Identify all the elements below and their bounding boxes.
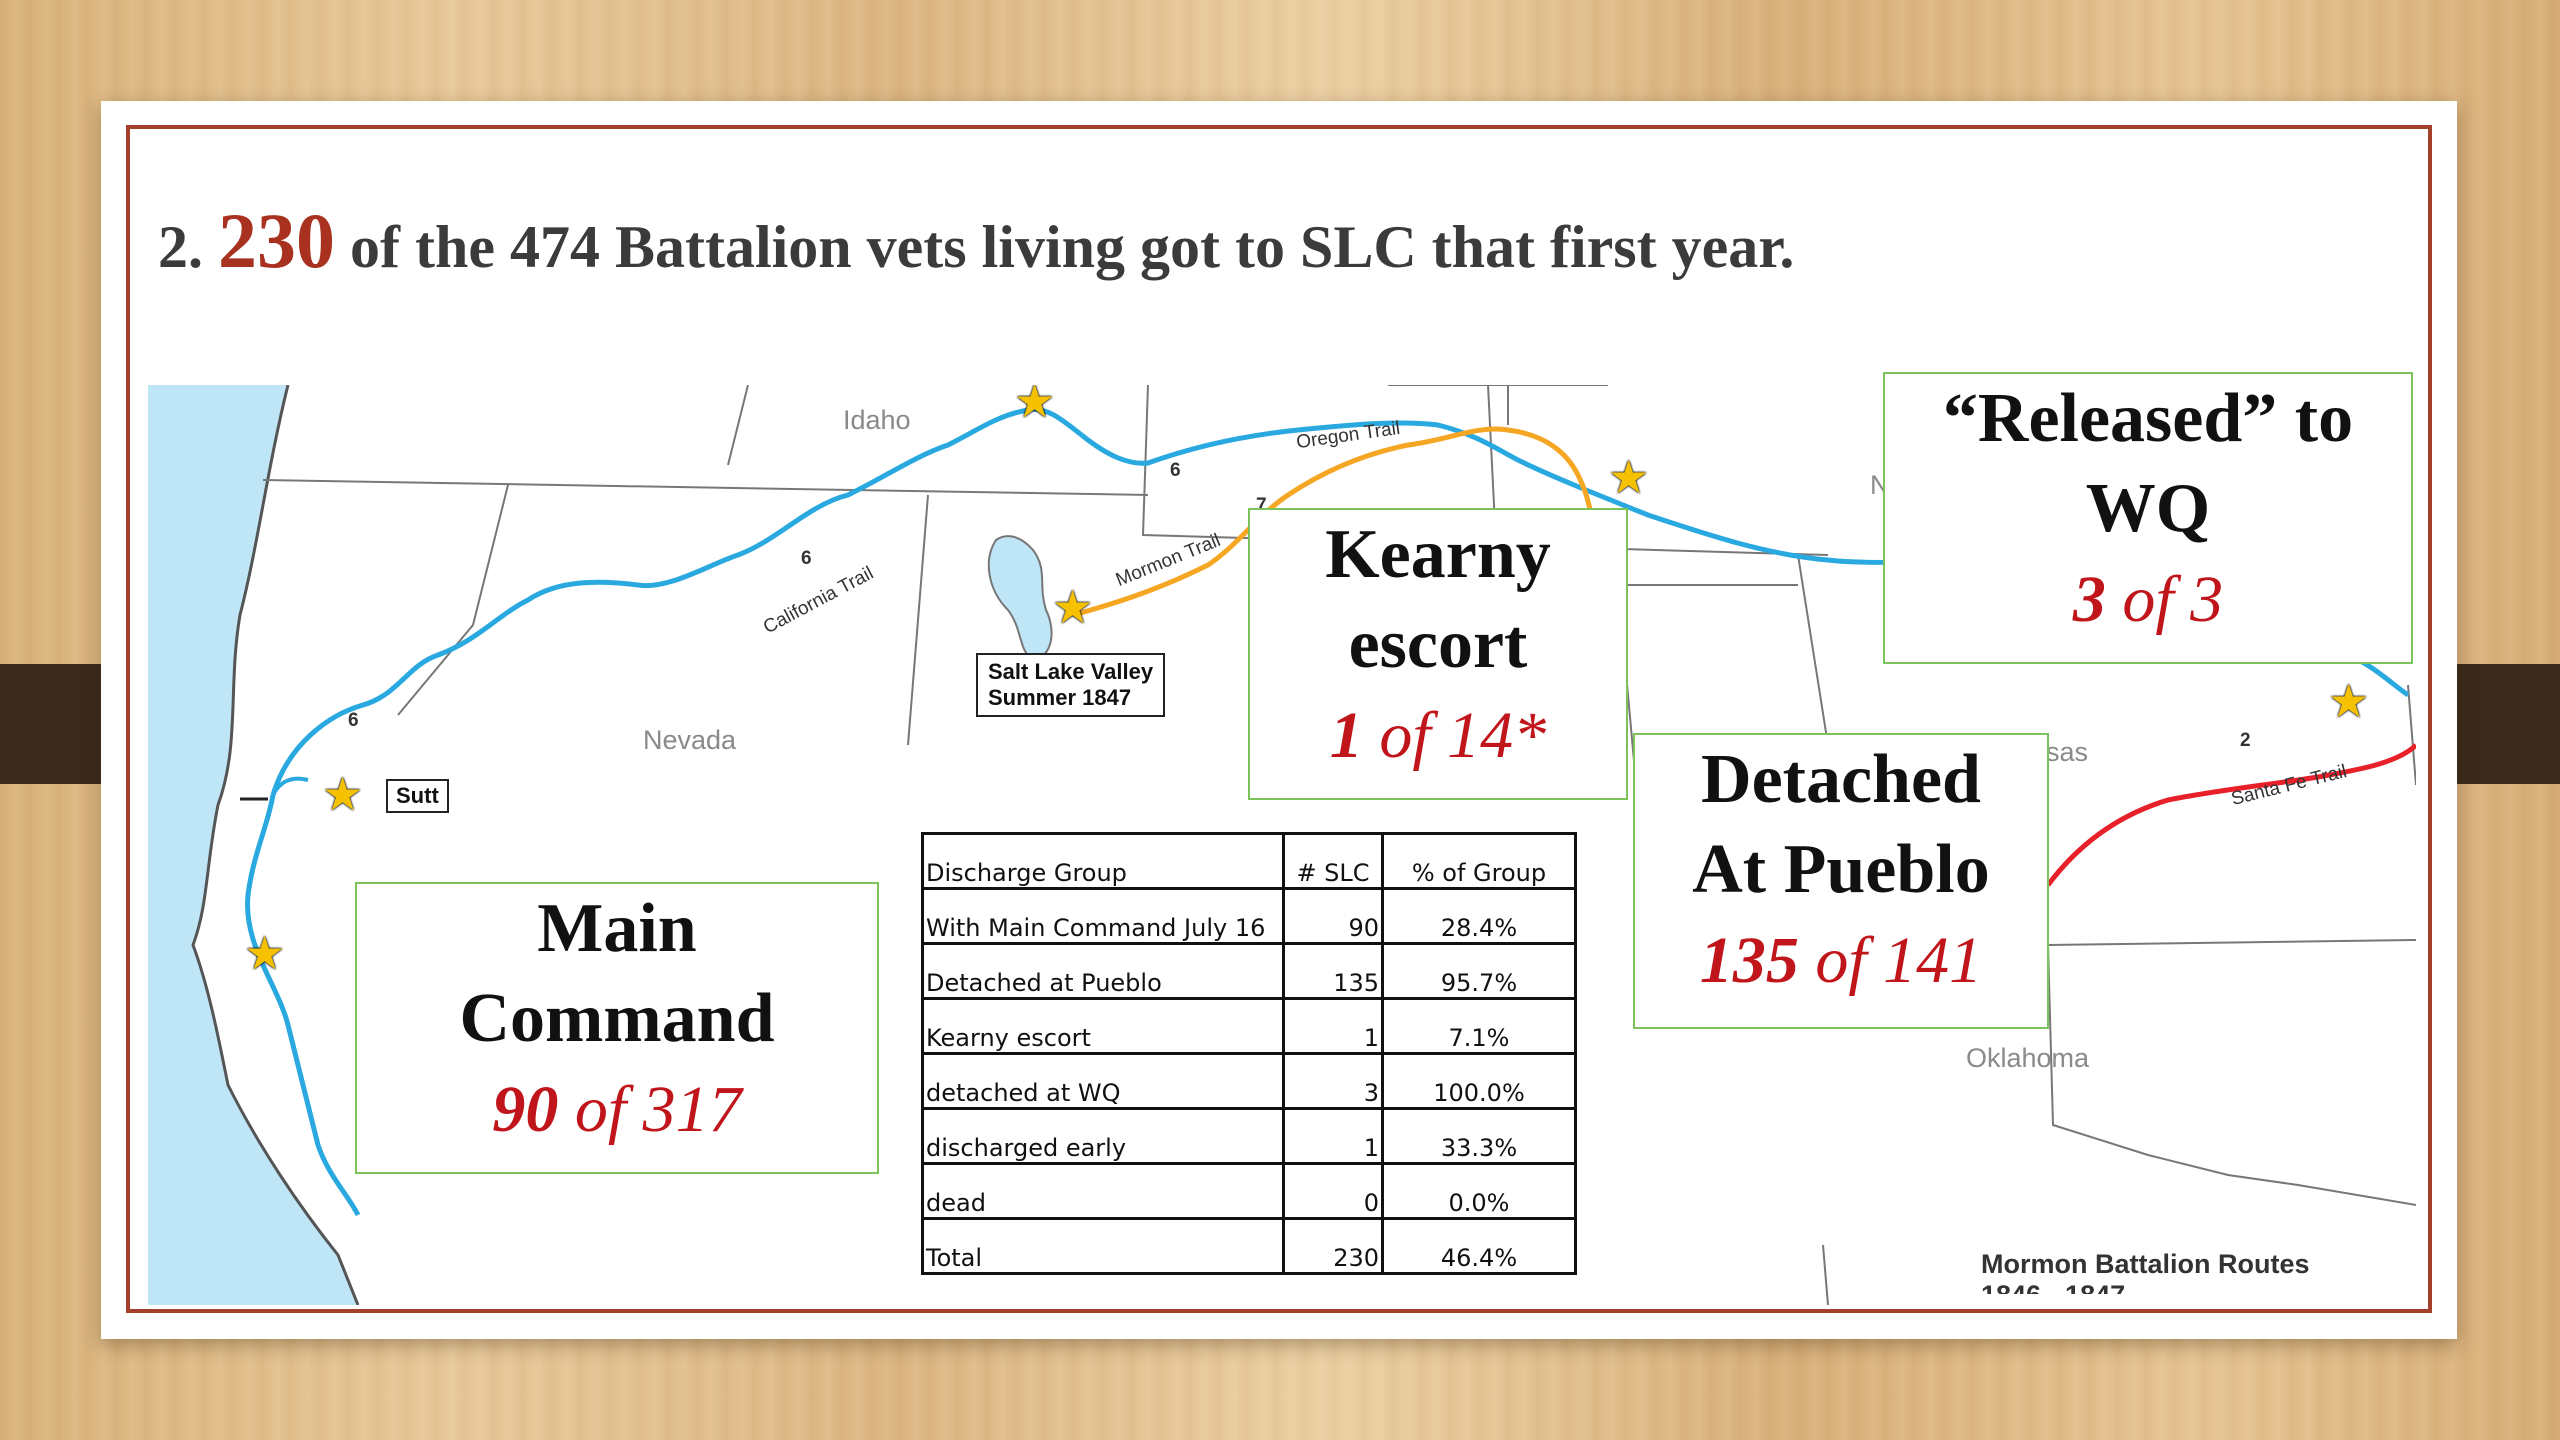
table-row-total: Total 230 46.4% [921,1217,1577,1275]
title-rest: of the 474 Battalion vets living got to … [350,214,1795,280]
table-header-cell: Discharge Group [921,832,1285,890]
star-icon: ★ [1052,582,1094,633]
map-legend-title: Mormon Battalion Routes 1846 - 1847 [1981,1249,2310,1294]
table-cell-count: 135 [1282,942,1384,1000]
box-released-to-wq: “Released” to WQ 3 of 3 [1883,372,2413,664]
detached-line2: At Pueblo [1692,831,1990,908]
slide-frame [126,125,2432,1313]
route-number-7: 7 [1256,495,1267,516]
table-cell-group: Kearny escort [921,997,1285,1055]
kearny-total: 14* [1447,699,1547,772]
table-row: With Main Command July 16 90 28.4% [921,887,1577,945]
released-line2: WQ [2085,470,2211,547]
title-prefix: 2. [158,214,203,280]
table-header-cell: # SLC [1282,832,1384,890]
main-line1: Main [537,890,697,967]
california-trail-route [270,406,2028,796]
star-icon: ★ [322,769,364,820]
discharge-group-table: Discharge Group # SLC % of Group With Ma… [921,832,1577,1275]
detached-of: of [1815,924,1867,997]
star-icon: ★ [244,928,286,979]
route-number-2: 2 [2240,730,2251,751]
main-n: 90 [492,1073,559,1146]
table-cell-count: 230 [1282,1217,1384,1275]
table-cell-percent: 46.4% [1381,1217,1577,1275]
kearny-line2: escort [1348,606,1528,683]
route-number-6a: 6 [801,548,812,569]
detached-total: 141 [1883,924,1983,997]
kearny-of: of [1379,699,1431,772]
table-cell-group: dead [921,1162,1285,1220]
table-row: detached at WQ 3 100.0% [921,1052,1577,1110]
box-detached-at-pueblo: Detached At Pueblo 135 of 141 [1633,733,2049,1029]
sutter-label: Sutt [386,779,449,813]
detached-line1: Detached [1701,741,1981,818]
table-cell-group: With Main Command July 16 [921,887,1285,945]
table-cell-group: discharged early [921,1107,1285,1165]
table-cell-group: detached at WQ [921,1052,1285,1110]
table-cell-group: Detached at Pueblo [921,942,1285,1000]
box-main-command: Main Command 90 of 317 [355,882,879,1174]
released-total: 3 [2190,563,2224,636]
label-kansas-partial: sas [2046,737,2089,767]
label-nevada: Nevada [643,725,737,755]
coastline [191,385,360,1305]
main-of: of [574,1073,627,1146]
label-oklahoma: Oklahoma [1966,1043,2090,1073]
released-line1: “Released” to [1942,380,2354,457]
detached-ratio: 135 of 141 [1635,915,2047,1007]
sacramento-branch [271,776,309,796]
table-cell-percent: 0.0% [1381,1162,1577,1220]
released-of: of [2122,563,2174,636]
table-cell-percent: 100.0% [1381,1052,1577,1110]
title-highlight-number: 230 [218,197,335,284]
california-coast-route [245,794,361,1217]
kearny-ratio: 1 of 14* [1250,690,1626,782]
star-icon: ★ [1014,385,1056,427]
table-cell-percent: 7.1% [1381,997,1577,1055]
table-cell-percent: 28.4% [1381,887,1577,945]
box-kearny-escort: Kearny escort 1 of 14* [1248,508,1628,800]
table-cell-count: 3 [1282,1052,1384,1110]
table-header-row: Discharge Group # SLC % of Group [921,832,1577,890]
label-idaho: Idaho [843,405,911,435]
table-cell-count: 1 [1282,997,1384,1055]
kearny-n: 1 [1329,699,1363,772]
released-n: 3 [2072,563,2106,636]
table-row: Kearny escort 1 7.1% [921,997,1577,1055]
released-ratio: 3 of 3 [1885,554,2411,646]
table-cell-count: 0 [1282,1162,1384,1220]
santa-fe-trail-route [2046,743,2416,887]
table-row: Detached at Pueblo 135 95.7% [921,942,1577,1000]
salt-lake-line1: Salt Lake Valley [988,659,1154,684]
detached-n: 135 [1699,924,1799,997]
ocean [148,385,358,1305]
table-cell-percent: 33.3% [1381,1107,1577,1165]
great-salt-lake [987,535,1053,662]
table-cell-count: 90 [1282,887,1384,945]
table-cell-count: 1 [1282,1107,1384,1165]
table-row: dead 0 0.0% [921,1162,1577,1220]
salt-lake-line2: Summer 1847 [988,685,1132,710]
main-ratio: 90 of 317 [357,1064,877,1156]
main-total: 317 [642,1073,742,1146]
route-number-6c: 6 [348,710,359,731]
star-icon: ★ [2328,676,2370,727]
kearny-line1: Kearny [1325,516,1551,593]
main-line2: Command [459,980,775,1057]
legend-line1: Mormon Battalion Routes [1981,1249,2310,1279]
table-cell-group: Total [921,1217,1285,1275]
star-icon: ★ [1608,452,1650,503]
table-header-cell: % of Group [1381,832,1577,890]
legend-line2: 1846 - 1847 [1981,1280,2310,1294]
table-cell-percent: 95.7% [1381,942,1577,1000]
route-number-6b: 6 [1170,460,1181,481]
dark-band-left [0,664,110,784]
salt-lake-valley-label: Salt Lake Valley Summer 1847 [976,653,1166,717]
slide-title: 2. 230 of the 474 Battalion vets living … [158,196,1794,286]
table-row: discharged early 1 33.3% [921,1107,1577,1165]
